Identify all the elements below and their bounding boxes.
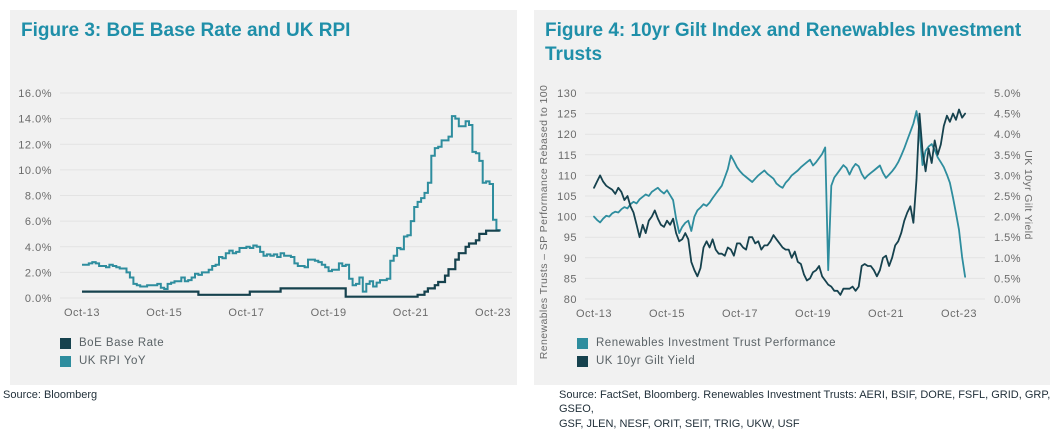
renewables-performance-swatch: [577, 337, 588, 349]
boe-base-rate-swatch: [60, 337, 71, 349]
svg-text:10.0%: 10.0%: [18, 165, 52, 177]
legend-item-gilt-yield: UK 10yr Gilt Yield: [577, 355, 836, 367]
svg-text:12.0%: 12.0%: [18, 139, 52, 151]
legend-label: UK 10yr Gilt Yield: [596, 355, 696, 367]
svg-text:120: 120: [557, 129, 577, 141]
svg-text:125: 125: [557, 109, 577, 121]
figure3-title: Figure 3: BoE Base Rate and UK RPI: [21, 20, 351, 41]
svg-text:0.5%: 0.5%: [994, 273, 1021, 285]
legend-item-renewables-performance: Renewables Investment Trust Performance: [577, 337, 836, 349]
svg-text:Oct-21: Oct-21: [868, 308, 904, 320]
svg-text:Oct-23: Oct-23: [475, 307, 511, 319]
gilt-yield-swatch: [577, 355, 588, 367]
svg-text:2.5%: 2.5%: [994, 191, 1021, 203]
figure4-chart: 80 85 90 95 100 105 110 115 120 125 130 0.0% 0.5% 1.0…: [557, 88, 1021, 320]
svg-text:90: 90: [564, 253, 577, 265]
source-line: Source: Bloomberg: [3, 389, 98, 401]
svg-text:80: 80: [564, 294, 577, 306]
uk-rpi-swatch: [60, 355, 71, 367]
svg-text:5.0%: 5.0%: [994, 88, 1021, 100]
source-line: Source: FactSet, Bloomberg. Renewables I…: [559, 389, 1051, 416]
svg-text:3.0%: 3.0%: [994, 170, 1021, 182]
svg-text:2.0%: 2.0%: [25, 267, 52, 279]
svg-text:8.0%: 8.0%: [25, 191, 52, 203]
svg-text:1.0%: 1.0%: [994, 253, 1021, 265]
svg-text:Oct-13: Oct-13: [64, 307, 100, 319]
svg-text:110: 110: [558, 170, 577, 182]
legend-item-boe-base-rate: BoE Base Rate: [60, 337, 164, 349]
svg-text:0.0%: 0.0%: [25, 293, 52, 305]
svg-text:105: 105: [557, 191, 577, 203]
svg-text:Oct-17: Oct-17: [722, 308, 758, 320]
figure4-title: Figure 4: 10yr Gilt Index and Renewables…: [545, 20, 1022, 65]
figure3-chart: 0.0% 2.0% 4.0% 6.0% 8.0% 10.0% 12.0% 14.0% 16.0%…: [18, 88, 512, 319]
figure4-source: Source: FactSet, Bloomberg. Renewables I…: [559, 388, 1053, 431]
svg-text:16.0%: 16.0%: [18, 88, 52, 100]
svg-text:100: 100: [557, 212, 577, 224]
svg-text:Oct-17: Oct-17: [228, 307, 264, 319]
legend-item-uk-rpi: UK RPI YoY: [60, 355, 164, 367]
svg-text:Oct-19: Oct-19: [311, 307, 347, 319]
figure4-left-axis-label: Renewables Trusts – SP Performance Rebas…: [538, 84, 550, 360]
svg-text:Oct-15: Oct-15: [146, 307, 182, 319]
svg-text:1.5%: 1.5%: [994, 232, 1021, 244]
figure3-source: Source: Bloomberg: [3, 388, 97, 402]
svg-text:130: 130: [557, 88, 577, 100]
svg-text:4.0%: 4.0%: [25, 242, 52, 254]
svg-text:115: 115: [558, 150, 577, 162]
svg-text:95: 95: [564, 232, 577, 244]
svg-text:Oct-21: Oct-21: [393, 307, 429, 319]
svg-text:85: 85: [564, 273, 577, 285]
svg-text:Oct-13: Oct-13: [576, 308, 612, 320]
svg-text:3.5%: 3.5%: [994, 150, 1021, 162]
svg-text:6.0%: 6.0%: [25, 216, 52, 228]
legend-label: UK RPI YoY: [79, 355, 147, 367]
source-line: GSF, JLEN, NESF, ORIT, SEIT, TRIG, UKW, …: [559, 417, 800, 430]
svg-text:Oct-19: Oct-19: [795, 308, 831, 320]
svg-text:4.5%: 4.5%: [994, 109, 1021, 121]
svg-text:4.0%: 4.0%: [994, 129, 1021, 141]
svg-text:0.0%: 0.0%: [994, 294, 1021, 306]
svg-text:Oct-23: Oct-23: [941, 308, 977, 320]
legend-label: BoE Base Rate: [79, 337, 165, 349]
figure4-legend: Renewables Investment Trust Performance …: [577, 337, 836, 367]
figure4-panel: Figure 4: 10yr Gilt Index and Renewables…: [534, 10, 1050, 385]
figure3-legend: BoE Base Rate UK RPI YoY: [60, 337, 164, 367]
figure4-right-axis-label: UK 10yr Gilt Yield: [1022, 150, 1034, 240]
svg-text:14.0%: 14.0%: [18, 114, 52, 126]
figure3-panel: Figure 3: BoE Base Rate and UK RPI 0.0% 2…: [10, 10, 517, 385]
svg-text:Oct-15: Oct-15: [649, 308, 685, 320]
svg-text:2.0%: 2.0%: [994, 212, 1021, 224]
legend-label: Renewables Investment Trust Performance: [596, 337, 837, 349]
